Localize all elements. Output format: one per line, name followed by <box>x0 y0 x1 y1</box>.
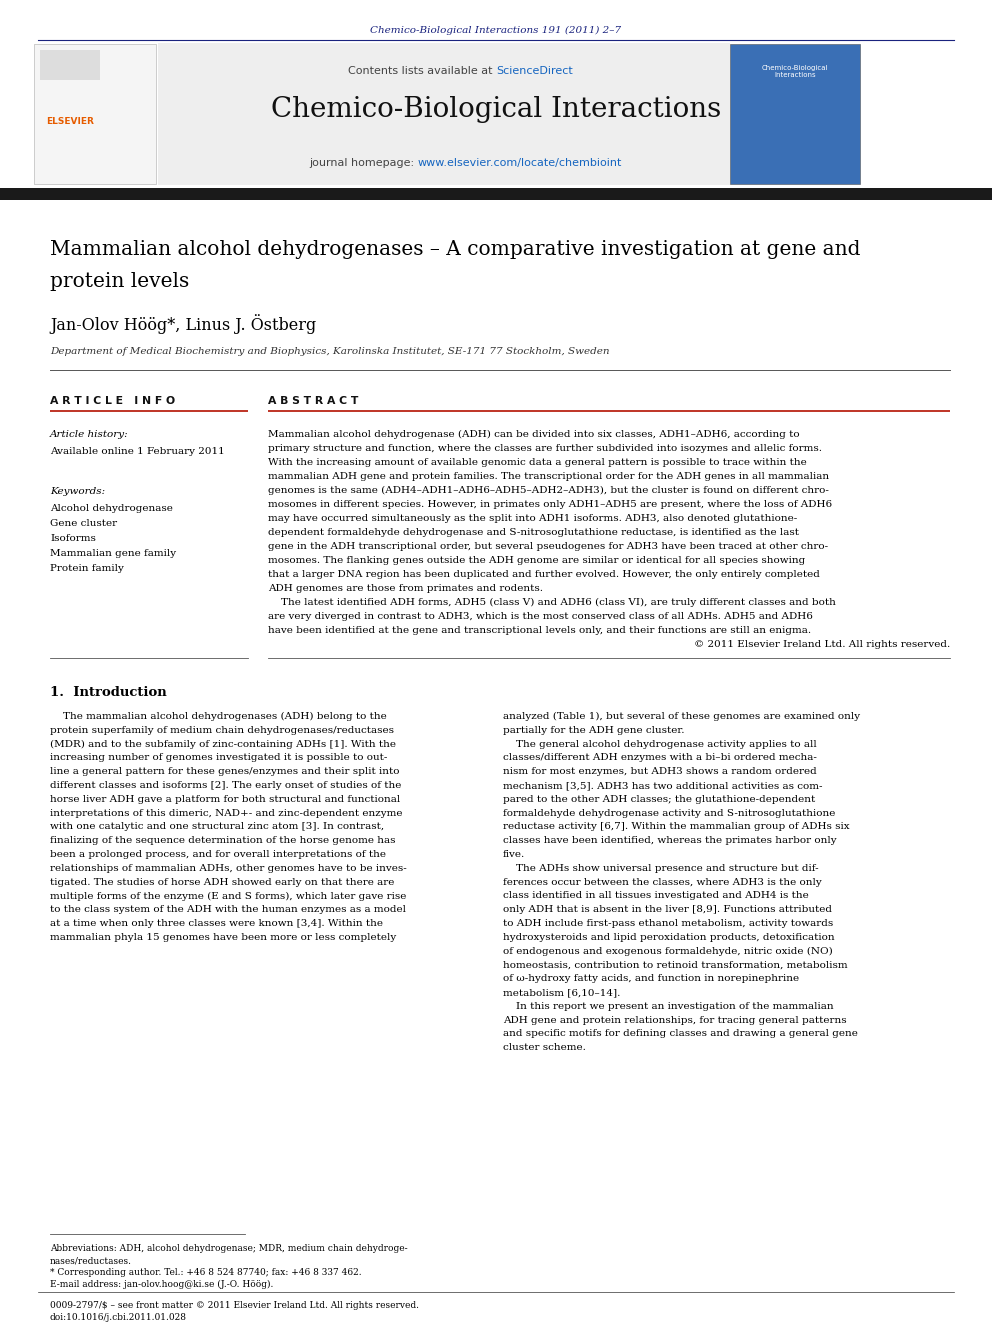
Text: ferences occur between the classes, where ADH3 is the only: ferences occur between the classes, wher… <box>503 877 821 886</box>
Text: nism for most enzymes, but ADH3 shows a random ordered: nism for most enzymes, but ADH3 shows a … <box>503 767 816 777</box>
Text: hydroxysteroids and lipid peroxidation products, detoxification: hydroxysteroids and lipid peroxidation p… <box>503 933 834 942</box>
Text: ADH gene and protein relationships, for tracing general patterns: ADH gene and protein relationships, for … <box>503 1016 846 1024</box>
Text: Department of Medical Biochemistry and Biophysics, Karolinska Institutet, SE-171: Department of Medical Biochemistry and B… <box>50 347 609 356</box>
Text: gene in the ADH transcriptional order, but several pseudogenes for ADH3 have bee: gene in the ADH transcriptional order, b… <box>268 542 828 550</box>
Text: Chemico-Biological Interactions: Chemico-Biological Interactions <box>271 97 721 123</box>
Text: Keywords:: Keywords: <box>50 487 105 496</box>
Text: pared to the other ADH classes; the glutathione-dependent: pared to the other ADH classes; the glut… <box>503 795 815 804</box>
Text: Jan-Olov Höög*, Linus J. Östberg: Jan-Olov Höög*, Linus J. Östberg <box>50 314 316 333</box>
Text: homeostasis, contribution to retinoid transformation, metabolism: homeostasis, contribution to retinoid tr… <box>503 960 847 970</box>
Text: Isoforms: Isoforms <box>50 534 96 542</box>
Text: dependent formaldehyde dehydrogenase and S-nitrosoglutathione reductase, is iden: dependent formaldehyde dehydrogenase and… <box>268 528 799 537</box>
Bar <box>158 44 730 185</box>
Text: doi:10.1016/j.cbi.2011.01.028: doi:10.1016/j.cbi.2011.01.028 <box>50 1312 187 1322</box>
Text: relationships of mammalian ADHs, other genomes have to be inves-: relationships of mammalian ADHs, other g… <box>50 864 407 873</box>
Text: Mammalian gene family: Mammalian gene family <box>50 549 177 558</box>
Text: ADH genomes are those from primates and rodents.: ADH genomes are those from primates and … <box>268 583 543 593</box>
Bar <box>50 410 248 411</box>
Text: of ω-hydroxy fatty acids, and function in norepinephrine: of ω-hydroxy fatty acids, and function i… <box>503 974 800 983</box>
Text: protein levels: protein levels <box>50 273 189 291</box>
Text: formaldehyde dehydrogenase activity and S-nitrosoglutathione: formaldehyde dehydrogenase activity and … <box>503 808 835 818</box>
Text: The latest identified ADH forms, ADH5 (class V) and ADH6 (class VI), are truly d: The latest identified ADH forms, ADH5 (c… <box>268 598 836 607</box>
Text: The general alcohol dehydrogenase activity applies to all: The general alcohol dehydrogenase activi… <box>503 740 816 749</box>
Text: Available online 1 February 2011: Available online 1 February 2011 <box>50 447 225 456</box>
Text: The ADHs show universal presence and structure but dif-: The ADHs show universal presence and str… <box>503 864 818 873</box>
Text: primary structure and function, where the classes are further subdivided into is: primary structure and function, where th… <box>268 445 822 452</box>
Text: multiple forms of the enzyme (E and S forms), which later gave rise: multiple forms of the enzyme (E and S fo… <box>50 892 407 901</box>
Text: with one catalytic and one structural zinc atom [3]. In contrast,: with one catalytic and one structural zi… <box>50 823 384 831</box>
Text: With the increasing amount of available genomic data a general pattern is possib: With the increasing amount of available … <box>268 458 806 467</box>
Text: reductase activity [6,7]. Within the mammalian group of ADHs six: reductase activity [6,7]. Within the mam… <box>503 823 849 831</box>
Text: The mammalian alcohol dehydrogenases (ADH) belong to the: The mammalian alcohol dehydrogenases (AD… <box>50 712 387 721</box>
Text: Mammalian alcohol dehydrogenase (ADH) can be divided into six classes, ADH1–ADH6: Mammalian alcohol dehydrogenase (ADH) ca… <box>268 430 800 439</box>
Text: 1.  Introduction: 1. Introduction <box>50 687 167 699</box>
Text: at a time when only three classes were known [3,4]. Within the: at a time when only three classes were k… <box>50 919 383 927</box>
Text: line a general pattern for these genes/enzymes and their split into: line a general pattern for these genes/e… <box>50 767 400 777</box>
Text: class identified in all tissues investigated and ADH4 is the: class identified in all tissues investig… <box>503 892 808 901</box>
Text: © 2011 Elsevier Ireland Ltd. All rights reserved.: © 2011 Elsevier Ireland Ltd. All rights … <box>693 640 950 650</box>
Text: E-mail address: jan-olov.hoog@ki.se (J.-O. Höög).: E-mail address: jan-olov.hoog@ki.se (J.-… <box>50 1279 274 1289</box>
Text: Article history:: Article history: <box>50 430 129 439</box>
Text: Contents lists available at: Contents lists available at <box>348 66 496 75</box>
Text: tigated. The studies of horse ADH showed early on that there are: tigated. The studies of horse ADH showed… <box>50 877 395 886</box>
Text: Chemico-Biological
Interactions: Chemico-Biological Interactions <box>762 65 828 78</box>
Text: classes have been identified, whereas the primates harbor only: classes have been identified, whereas th… <box>503 836 836 845</box>
Text: interpretations of this dimeric, NAD+- and zinc-dependent enzyme: interpretations of this dimeric, NAD+- a… <box>50 808 403 818</box>
Bar <box>730 44 860 184</box>
Text: journal homepage:: journal homepage: <box>310 157 418 168</box>
Text: mechanism [3,5]. ADH3 has two additional activities as com-: mechanism [3,5]. ADH3 has two additional… <box>503 781 822 790</box>
Text: cluster scheme.: cluster scheme. <box>503 1044 586 1052</box>
Text: 0009-2797/$ – see front matter © 2011 Elsevier Ireland Ltd. All rights reserved.: 0009-2797/$ – see front matter © 2011 El… <box>50 1301 419 1310</box>
Text: Gene cluster: Gene cluster <box>50 519 117 528</box>
Text: classes/different ADH enzymes with a bi–bi ordered mecha-: classes/different ADH enzymes with a bi–… <box>503 753 816 762</box>
Text: A B S T R A C T: A B S T R A C T <box>268 396 358 406</box>
Text: analyzed (Table 1), but several of these genomes are examined only: analyzed (Table 1), but several of these… <box>503 712 860 721</box>
Text: to ADH include first-pass ethanol metabolism, activity towards: to ADH include first-pass ethanol metabo… <box>503 919 833 927</box>
Text: been a prolonged process, and for overall interpretations of the: been a prolonged process, and for overal… <box>50 849 386 859</box>
Text: five.: five. <box>503 849 525 859</box>
Text: different classes and isoforms [2]. The early onset of studies of the: different classes and isoforms [2]. The … <box>50 781 402 790</box>
Text: Alcohol dehydrogenase: Alcohol dehydrogenase <box>50 504 173 513</box>
Text: www.elsevier.com/locate/chembioint: www.elsevier.com/locate/chembioint <box>418 157 622 168</box>
Text: only ADH that is absent in the liver [8,9]. Functions attributed: only ADH that is absent in the liver [8,… <box>503 905 832 914</box>
Text: ELSEVIER: ELSEVIER <box>46 116 94 126</box>
Text: mammalian ADH gene and protein families. The transcriptional order for the ADH g: mammalian ADH gene and protein families.… <box>268 472 829 482</box>
Text: A R T I C L E   I N F O: A R T I C L E I N F O <box>50 396 176 406</box>
Bar <box>34 44 156 184</box>
Text: ScienceDirect: ScienceDirect <box>496 66 572 75</box>
Text: mosomes. The flanking genes outside the ADH genome are similar or identical for : mosomes. The flanking genes outside the … <box>268 556 806 565</box>
Text: may have occurred simultaneously as the split into ADH1 isoforms. ADH3, also den: may have occurred simultaneously as the … <box>268 515 798 523</box>
Text: to the class system of the ADH with the human enzymes as a model: to the class system of the ADH with the … <box>50 905 406 914</box>
Text: increasing number of genomes investigated it is possible to out-: increasing number of genomes investigate… <box>50 753 387 762</box>
Text: protein superfamily of medium chain dehydrogenases/reductases: protein superfamily of medium chain dehy… <box>50 726 394 734</box>
Text: Protein family: Protein family <box>50 564 124 573</box>
Text: horse liver ADH gave a platform for both structural and functional: horse liver ADH gave a platform for both… <box>50 795 400 804</box>
Text: that a larger DNA region has been duplicated and further evolved. However, the o: that a larger DNA region has been duplic… <box>268 570 819 579</box>
Text: finalizing of the sequence determination of the horse genome has: finalizing of the sequence determination… <box>50 836 396 845</box>
Text: metabolism [6,10–14].: metabolism [6,10–14]. <box>503 988 620 998</box>
Bar <box>0 188 992 200</box>
Text: mammalian phyla 15 genomes have been more or less completely: mammalian phyla 15 genomes have been mor… <box>50 933 396 942</box>
Text: are very diverged in contrast to ADH3, which is the most conserved class of all : are very diverged in contrast to ADH3, w… <box>268 613 812 620</box>
Bar <box>268 410 950 411</box>
Text: In this report we present an investigation of the mammalian: In this report we present an investigati… <box>503 1002 833 1011</box>
Text: * Corresponding author. Tel.: +46 8 524 87740; fax: +46 8 337 462.: * Corresponding author. Tel.: +46 8 524 … <box>50 1267 362 1277</box>
Text: nases/reductases.: nases/reductases. <box>50 1256 132 1265</box>
Bar <box>40 50 100 79</box>
Text: partially for the ADH gene cluster.: partially for the ADH gene cluster. <box>503 726 684 734</box>
Text: and specific motifs for defining classes and drawing a general gene: and specific motifs for defining classes… <box>503 1029 858 1039</box>
Text: (MDR) and to the subfamily of zinc-containing ADHs [1]. With the: (MDR) and to the subfamily of zinc-conta… <box>50 740 396 749</box>
Text: of endogenous and exogenous formaldehyde, nitric oxide (NO): of endogenous and exogenous formaldehyde… <box>503 946 832 955</box>
Text: Abbreviations: ADH, alcohol dehydrogenase; MDR, medium chain dehydroge-: Abbreviations: ADH, alcohol dehydrogenas… <box>50 1244 408 1253</box>
Text: Mammalian alcohol dehydrogenases – A comparative investigation at gene and: Mammalian alcohol dehydrogenases – A com… <box>50 239 860 259</box>
Text: genomes is the same (ADH4–ADH1–ADH6–ADH5–ADH2–ADH3), but the cluster is found on: genomes is the same (ADH4–ADH1–ADH6–ADH5… <box>268 486 829 495</box>
Text: mosomes in different species. However, in primates only ADH1–ADH5 are present, w: mosomes in different species. However, i… <box>268 500 832 509</box>
Text: have been identified at the gene and transcriptional levels only, and their func: have been identified at the gene and tra… <box>268 626 811 635</box>
Text: Chemico-Biological Interactions 191 (2011) 2–7: Chemico-Biological Interactions 191 (201… <box>370 26 622 36</box>
